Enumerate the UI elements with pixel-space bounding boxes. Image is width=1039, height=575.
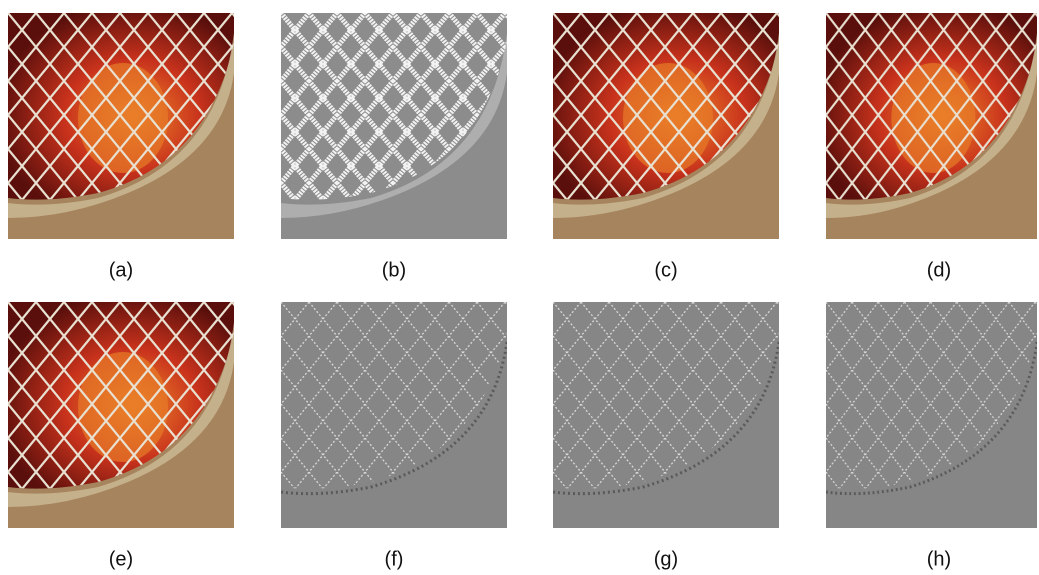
caption: (c)	[654, 259, 677, 281]
caption: (e)	[109, 548, 133, 570]
image-f	[281, 302, 507, 528]
image-h	[826, 302, 1037, 528]
caption: (f)	[385, 548, 404, 570]
caption: (h)	[927, 548, 951, 570]
caption: (a)	[109, 259, 133, 281]
caption: (d)	[927, 259, 951, 281]
caption: (g)	[654, 548, 678, 570]
figure: (a) (b) (c) (d) (e) (f) (g) (h)	[0, 0, 1039, 575]
image-b	[281, 13, 507, 239]
caption: (b)	[382, 259, 406, 281]
image-g	[553, 302, 779, 528]
image-e	[8, 302, 234, 528]
image-c	[553, 13, 779, 239]
image-a	[8, 13, 234, 239]
image-d	[826, 13, 1037, 239]
